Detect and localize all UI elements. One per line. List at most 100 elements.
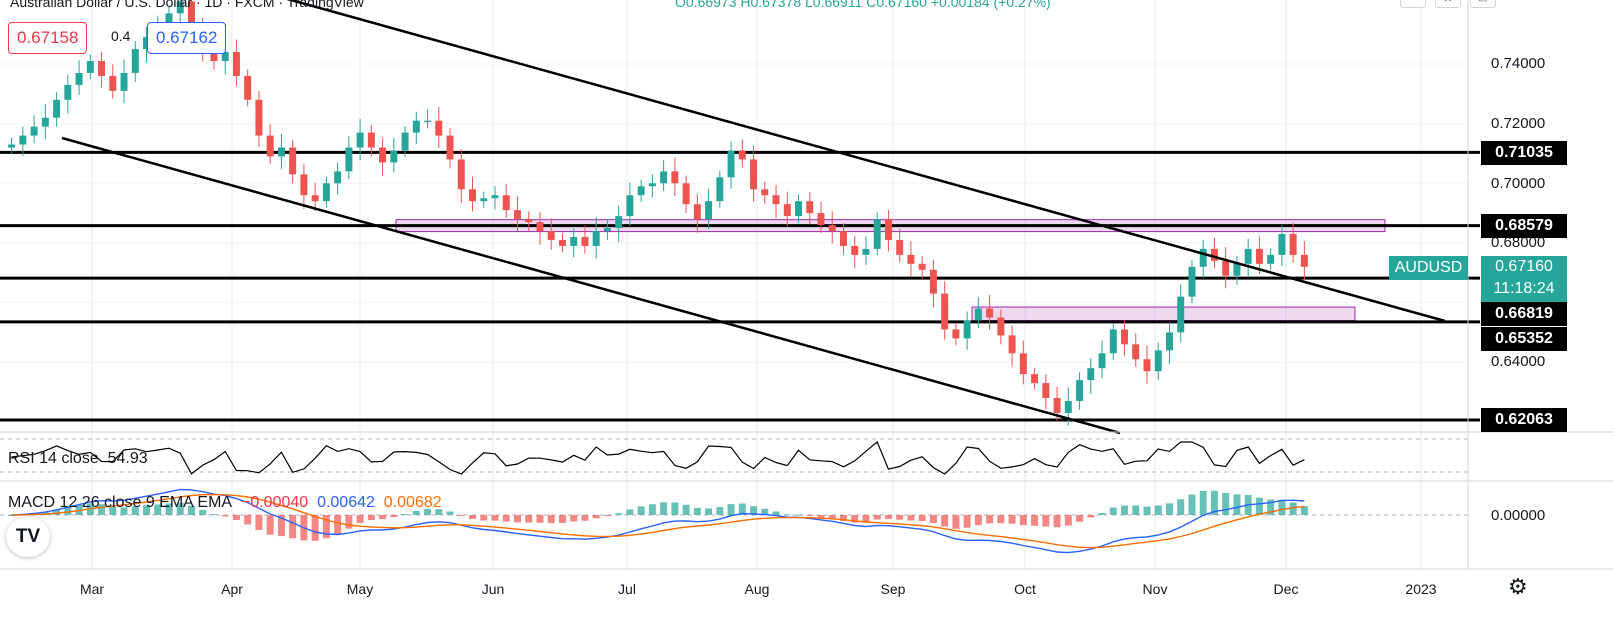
macd-histogram-bar	[806, 515, 814, 517]
macd-histogram-bar	[345, 515, 353, 529]
macd-histogram-bar	[536, 515, 544, 523]
rsi-label: RSI 14 close	[8, 450, 99, 467]
macd-histogram-bar	[1031, 515, 1039, 526]
candle-body	[986, 308, 994, 318]
candle-body	[772, 195, 780, 205]
candle-body	[289, 147, 297, 175]
macd-histogram-bar	[783, 514, 791, 516]
macd-histogram-bar	[1143, 506, 1151, 515]
candle-body	[1042, 383, 1050, 399]
price-tick: 0.64000	[1491, 353, 1546, 370]
macd-histogram-bar	[1064, 515, 1072, 526]
macd-histogram-bar	[884, 515, 892, 520]
upper-trendline	[286, 0, 1446, 323]
support-zone	[971, 306, 1356, 321]
candle-body	[232, 52, 240, 76]
candle-body	[457, 159, 465, 190]
macd-legend[interactable]: MACD 12 26 close 9 EMA EMA −0.00040 0.00…	[8, 494, 442, 512]
macd-histogram-bar	[1008, 515, 1016, 524]
macd-histogram-bar	[997, 515, 1005, 524]
candle-body	[997, 317, 1005, 336]
candle-body	[1143, 359, 1151, 372]
macd-histogram-bar	[120, 507, 128, 515]
macd-histogram-bar	[851, 515, 859, 523]
candle-body	[547, 231, 555, 240]
gear-icon[interactable]: ⚙	[1508, 574, 1528, 599]
candle-body	[345, 147, 353, 172]
macd-histogram-bar	[457, 515, 465, 516]
window-button[interactable]: –	[1400, 0, 1426, 8]
candle-body	[277, 147, 285, 157]
level-label: 0.66819	[1481, 302, 1567, 326]
macd-histogram-bar	[379, 515, 387, 520]
candle-body	[671, 171, 679, 184]
candle-body	[1165, 332, 1173, 351]
macd-histogram-bar	[1199, 490, 1207, 515]
candle-body	[165, 13, 173, 29]
candle-body	[918, 263, 926, 270]
candle-body	[1154, 350, 1162, 372]
buy-price-button[interactable]: 0.67162	[147, 22, 227, 54]
candle-body	[187, 1, 195, 32]
macd-histogram-bar	[53, 509, 61, 515]
macd-histogram-bar	[1177, 499, 1185, 515]
candle-body	[86, 61, 94, 73]
macd-histogram-bar	[974, 515, 982, 526]
macd-histogram-bar	[648, 504, 656, 515]
macd-histogram-bar	[401, 513, 409, 515]
candle-body	[1109, 329, 1117, 354]
time-tick: Apr	[221, 581, 243, 597]
candle-body	[109, 75, 117, 91]
macd-histogram-bar	[446, 511, 454, 515]
time-tick: Jun	[481, 581, 505, 597]
macd-histogram-bar	[109, 506, 117, 515]
candle-body	[1076, 380, 1084, 402]
tradingview-logo-icon[interactable]: TV	[6, 517, 50, 557]
time-tick: May	[346, 581, 374, 597]
candle-body	[19, 135, 27, 145]
candle-body	[120, 72, 128, 91]
macd-histogram-bar	[1098, 512, 1106, 515]
horizontal-levels	[0, 150, 1480, 422]
candle-body	[1177, 296, 1185, 333]
candle-body	[300, 174, 308, 196]
candle-body	[412, 120, 420, 133]
ohlc-readout: O0.66973 H0.67378 L0.66911 C0.67160 +0.0…	[675, 0, 1051, 10]
macd-histogram-bar	[199, 509, 207, 515]
time-tick: Mar	[79, 581, 105, 597]
sell-price-button[interactable]: 0.67158	[8, 22, 88, 54]
macd-histogram-bar	[1278, 499, 1286, 515]
macd-histogram-bar	[817, 515, 825, 518]
macd-histogram-bar	[907, 515, 915, 521]
macd-histogram-bar	[513, 515, 521, 523]
macd-histogram-bar	[98, 504, 106, 515]
macd-histogram-bar	[1210, 490, 1218, 515]
candle-body	[1064, 401, 1072, 413]
time-tick: Nov	[1142, 581, 1168, 597]
macd-zero-tick: 0.00000	[1491, 507, 1546, 524]
rsi-legend[interactable]: RSI 14 close 54.93	[8, 450, 148, 468]
macd-histogram-bar	[637, 506, 645, 515]
candle-body	[266, 135, 274, 157]
macd-histogram-bar	[412, 510, 420, 515]
macd-value: −0.00040	[240, 494, 309, 511]
candle-body	[896, 239, 904, 255]
candle-body	[581, 236, 589, 246]
macd-histogram-bar	[772, 511, 780, 515]
candle-body	[603, 228, 611, 232]
macd-histogram-bar	[491, 515, 499, 521]
candle-body	[1031, 374, 1039, 384]
candle-body	[1233, 263, 1241, 276]
candle-body	[435, 120, 443, 136]
candle-body	[1087, 368, 1095, 381]
macd-histogram-bar	[1289, 502, 1297, 515]
level-label: 0.65352	[1481, 327, 1567, 351]
candle-body	[884, 219, 892, 240]
candle-body	[1019, 353, 1027, 375]
close-icon[interactable]: ✕	[1435, 0, 1461, 8]
candle-body	[761, 189, 769, 196]
candle-body	[1222, 260, 1230, 276]
trend-channel	[61, 0, 1446, 435]
maximize-icon[interactable]: ▭	[1470, 0, 1496, 8]
